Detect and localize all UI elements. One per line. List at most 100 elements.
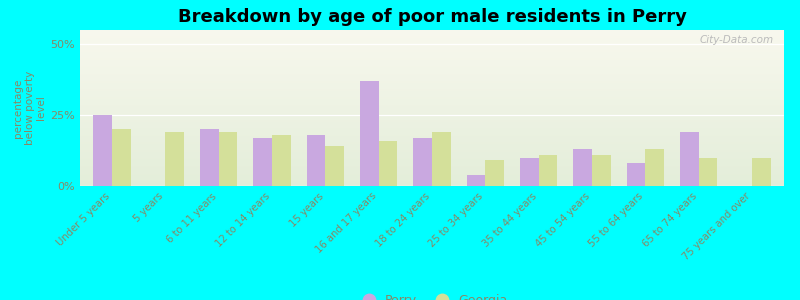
Bar: [538, 155, 558, 186]
Bar: [254, 138, 272, 186]
Bar: [80, 169, 784, 170]
Bar: [80, 75, 784, 77]
Bar: [166, 132, 184, 186]
Bar: [80, 125, 784, 127]
Bar: [592, 155, 610, 186]
Bar: [414, 138, 432, 186]
Bar: [80, 53, 784, 55]
Bar: [80, 49, 784, 50]
Bar: [80, 83, 784, 85]
Bar: [80, 148, 784, 150]
Bar: [80, 181, 784, 183]
Bar: [80, 180, 784, 181]
Bar: [80, 108, 784, 110]
Bar: [80, 136, 784, 138]
Bar: [80, 74, 784, 75]
Bar: [80, 102, 784, 103]
Bar: [80, 95, 784, 97]
Bar: [200, 129, 218, 186]
Bar: [80, 35, 784, 36]
Bar: [80, 72, 784, 74]
Bar: [80, 82, 784, 83]
Bar: [80, 183, 784, 184]
Bar: [80, 133, 784, 134]
Bar: [80, 121, 784, 122]
Bar: [80, 32, 784, 33]
Bar: [80, 88, 784, 89]
Bar: [646, 149, 664, 186]
Bar: [80, 150, 784, 152]
Bar: [80, 127, 784, 128]
Bar: [466, 175, 486, 186]
Bar: [80, 155, 784, 156]
Title: Breakdown by age of poor male residents in Perry: Breakdown by age of poor male residents …: [178, 8, 686, 26]
Bar: [80, 152, 784, 153]
Bar: [80, 41, 784, 43]
Bar: [306, 135, 326, 186]
Bar: [80, 164, 784, 166]
Bar: [698, 158, 718, 186]
Bar: [80, 124, 784, 125]
Bar: [80, 92, 784, 94]
Bar: [80, 111, 784, 113]
Bar: [80, 38, 784, 39]
Bar: [80, 94, 784, 95]
Bar: [432, 132, 450, 186]
Bar: [80, 160, 784, 161]
Bar: [80, 86, 784, 88]
Bar: [80, 130, 784, 131]
Bar: [112, 129, 130, 186]
Bar: [80, 167, 784, 169]
Text: City-Data.com: City-Data.com: [699, 35, 774, 45]
Bar: [80, 117, 784, 119]
Bar: [80, 172, 784, 173]
Bar: [80, 64, 784, 66]
Bar: [80, 177, 784, 178]
Bar: [80, 85, 784, 86]
Bar: [80, 158, 784, 160]
Bar: [486, 160, 504, 186]
Bar: [80, 70, 784, 72]
Bar: [80, 60, 784, 61]
Bar: [80, 106, 784, 108]
Bar: [80, 46, 784, 47]
Bar: [80, 134, 784, 136]
Bar: [80, 36, 784, 38]
Bar: [80, 122, 784, 124]
Bar: [80, 61, 784, 63]
Bar: [80, 131, 784, 133]
Bar: [80, 58, 784, 60]
Bar: [80, 33, 784, 35]
Bar: [378, 141, 398, 186]
Bar: [80, 103, 784, 105]
Bar: [80, 44, 784, 46]
Bar: [80, 99, 784, 100]
Bar: [80, 69, 784, 70]
Bar: [80, 110, 784, 111]
Bar: [80, 66, 784, 68]
Bar: [80, 156, 784, 158]
Bar: [80, 105, 784, 106]
Bar: [80, 89, 784, 91]
Bar: [80, 138, 784, 139]
Bar: [80, 128, 784, 130]
Bar: [574, 149, 592, 186]
Bar: [218, 132, 238, 186]
Bar: [80, 175, 784, 177]
Bar: [80, 146, 784, 147]
Legend: Perry, Georgia: Perry, Georgia: [351, 289, 513, 300]
Bar: [80, 184, 784, 186]
Bar: [80, 47, 784, 49]
Bar: [360, 81, 378, 186]
Bar: [80, 116, 784, 117]
Bar: [80, 141, 784, 142]
Bar: [80, 142, 784, 144]
Bar: [94, 115, 112, 186]
Bar: [80, 30, 784, 31]
Bar: [80, 170, 784, 172]
Bar: [80, 178, 784, 180]
Bar: [80, 163, 784, 164]
Bar: [80, 153, 784, 155]
Bar: [80, 91, 784, 92]
Bar: [80, 100, 784, 102]
